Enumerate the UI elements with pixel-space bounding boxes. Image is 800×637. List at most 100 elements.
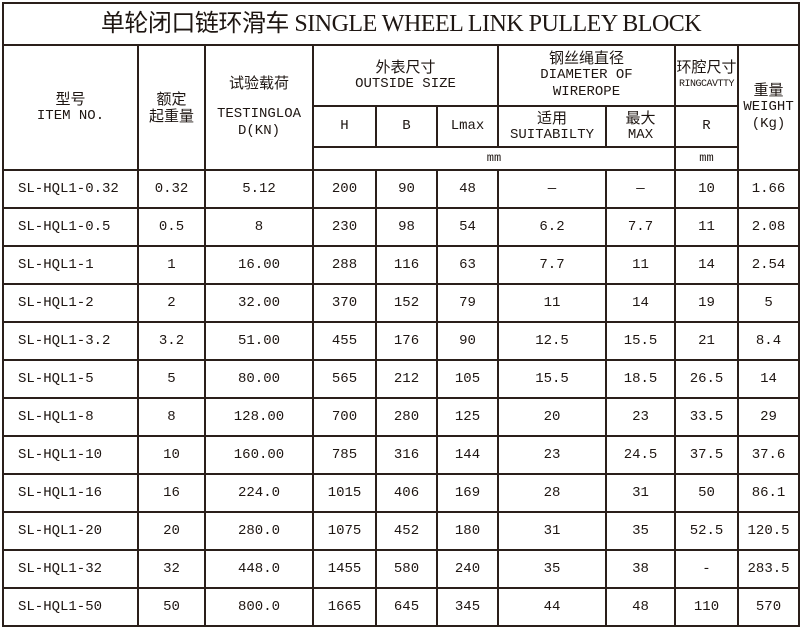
header-max-cn: 最大 xyxy=(625,108,656,127)
cell-lmax: 105 xyxy=(436,359,499,399)
table-row: SL-HQL1-32 32 448.0 1455 580 240 35 38-283.5 xyxy=(2,549,800,589)
cell-rope-max: — xyxy=(605,169,676,209)
cell-weight: 570 xyxy=(736,587,800,627)
header-weight: 重量 WEIGHT (Kg) xyxy=(736,44,800,171)
cell-rope-max: 18.5 xyxy=(605,359,676,399)
cell-rope-suitability: 15.5 xyxy=(497,359,607,399)
header-wirerope-en-2: WIREROPE xyxy=(552,84,621,100)
cell-ring-r: 21 xyxy=(674,321,739,361)
header-wirerope-en-1: DIAMETER OF xyxy=(540,67,633,83)
cell-test-load: 448.0 xyxy=(204,549,314,589)
cell-weight: 14 xyxy=(736,359,800,399)
cell-test-load: 8 xyxy=(204,207,314,247)
cell-lmax: 48 xyxy=(436,169,499,209)
cell-h: 1075 xyxy=(312,511,377,551)
cell-weight: 120.5 xyxy=(736,511,800,551)
cell-lmax: 180 xyxy=(436,511,499,551)
cell-item-no: SL-HQL1-20 xyxy=(2,511,139,551)
cell-ring-r: 26.5 xyxy=(674,359,739,399)
header-ring-cavity: 环腔尺寸 RINGCAVTTY xyxy=(674,44,739,107)
cell-lmax: 63 xyxy=(436,245,499,285)
cell-weight: 37.6 xyxy=(736,435,800,475)
cell-item-no: SL-HQL1-5 xyxy=(2,359,139,399)
cell-h: 1015 xyxy=(312,473,377,513)
cell-lmax: 90 xyxy=(436,321,499,361)
cell-b: 98 xyxy=(375,207,438,247)
cell-item-no: SL-HQL1-3.2 xyxy=(2,321,139,361)
header-b: B xyxy=(375,105,438,148)
cell-h: 230 xyxy=(312,207,377,247)
cell-h: 455 xyxy=(312,321,377,361)
cell-test-load: 280.0 xyxy=(204,511,314,551)
cell-b: 90 xyxy=(375,169,438,209)
cell-test-load: 16.00 xyxy=(204,245,314,285)
cell-lmax: 345 xyxy=(436,587,499,627)
header-max: 最大 MAX xyxy=(605,105,676,148)
cell-item-no: SL-HQL1-0.5 xyxy=(2,207,139,247)
cell-rated-load: 3.2 xyxy=(137,321,206,361)
unit-mm: mm xyxy=(312,146,676,171)
cell-ring-r: 10 xyxy=(674,169,739,209)
cell-item-no: SL-HQL1-10 xyxy=(2,435,139,475)
cell-h: 200 xyxy=(312,169,377,209)
unit-mm-ring: mm xyxy=(674,146,739,171)
cell-b: 116 xyxy=(375,245,438,285)
cell-b: 580 xyxy=(375,549,438,589)
cell-rope-suitability: 31 xyxy=(497,511,607,551)
cell-weight: 1.66 xyxy=(736,169,800,209)
table-title: 单轮闭口链环滑车 SINGLE WHEEL LINK PULLEY BLOCK xyxy=(1,2,800,46)
cell-lmax: 240 xyxy=(436,549,499,589)
cell-rated-load: 5 xyxy=(137,359,206,399)
cell-rope-suitability: — xyxy=(497,169,607,209)
cell-h: 370 xyxy=(312,283,377,323)
cell-rated-load: 20 xyxy=(137,511,206,551)
header-test-load: 试验载荷 TESTINGLOA D(KN) xyxy=(204,44,314,171)
cell-rope-suitability: 7.7 xyxy=(497,245,607,285)
cell-h: 288 xyxy=(312,245,377,285)
cell-rope-suitability: 12.5 xyxy=(497,321,607,361)
cell-rope-max: 11 xyxy=(605,245,676,285)
header-h: H xyxy=(312,105,377,148)
cell-rope-max: 7.7 xyxy=(605,207,676,247)
cell-ring-r: - xyxy=(674,549,739,589)
header-max-en: MAX xyxy=(627,126,654,143)
header-wirerope-cn: 钢丝绳直径 xyxy=(548,49,624,67)
table-row: SL-HQL1-10 10 160.00 785 316 144 23 24.5 37.5 37.… xyxy=(2,435,800,475)
cell-lmax: 54 xyxy=(436,207,499,247)
cell-rated-load: 32 xyxy=(137,549,206,589)
cell-lmax: 169 xyxy=(436,473,499,513)
cell-h: 1455 xyxy=(312,549,377,589)
table-row: SL-HQL1-0.5 0.5 8 230 98 54 6.2 7.7 11 2.08 xyxy=(2,207,800,247)
header-test-load-en-1: TESTINGLOA xyxy=(216,106,301,122)
header-rated-load: 额定 起重量 xyxy=(137,44,206,171)
table-row: SL-HQL1-50 50 800.0 1665 645 345 44 48 110 570 xyxy=(2,587,800,627)
cell-rope-suitability: 44 xyxy=(497,587,607,627)
cell-rated-load: 50 xyxy=(137,587,206,627)
cell-b: 316 xyxy=(375,435,438,475)
table-row: SL-HQL1-0.32 0.32 5.12 200 90 48— —10 1.66 xyxy=(2,169,800,209)
cell-lmax: 79 xyxy=(436,283,499,323)
cell-weight: 5 xyxy=(736,283,800,323)
cell-rated-load: 2 xyxy=(137,283,206,323)
header-test-load-cn: 试验载荷 xyxy=(228,74,289,92)
cell-b: 212 xyxy=(375,359,438,399)
header-ring-en: RINGCAVTTY xyxy=(678,78,735,90)
cell-rated-load: 0.32 xyxy=(137,169,206,209)
cell-rope-suitability: 28 xyxy=(497,473,607,513)
cell-ring-r: 37.5 xyxy=(674,435,739,475)
header-item-no: 型号 ITEM NO. xyxy=(2,44,139,171)
cell-weight: 86.1 xyxy=(736,473,800,513)
table-row: SL-HQL1-5 5 80.00 565 212 105 15.5 18.5 26.5 14 xyxy=(2,359,800,399)
cell-rated-load: 16 xyxy=(137,473,206,513)
cell-test-load: 5.12 xyxy=(204,169,314,209)
header-ring-cn: 环腔尺寸 xyxy=(676,57,737,76)
cell-b: 152 xyxy=(375,283,438,323)
cell-item-no: SL-HQL1-8 xyxy=(2,397,139,437)
cell-rope-suitability: 20 xyxy=(497,397,607,437)
cell-test-load: 32.00 xyxy=(204,283,314,323)
header-outside-en: OUTSIDE SIZE xyxy=(355,75,456,92)
cell-h: 700 xyxy=(312,397,377,437)
cell-weight: 8.4 xyxy=(736,321,800,361)
cell-b: 645 xyxy=(375,587,438,627)
header-r: R xyxy=(674,105,739,148)
